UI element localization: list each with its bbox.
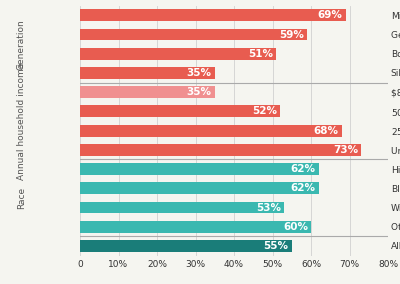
- Bar: [80, 240, 292, 252]
- Bar: [80, 9, 346, 21]
- Text: 51%: 51%: [248, 49, 273, 59]
- Bar: [80, 67, 215, 79]
- Text: 55%: 55%: [264, 241, 289, 251]
- Text: 69%: 69%: [318, 10, 342, 20]
- Text: 73%: 73%: [333, 145, 358, 155]
- Bar: [80, 202, 284, 214]
- Text: 53%: 53%: [256, 202, 281, 212]
- Text: 52%: 52%: [252, 106, 277, 116]
- Bar: [80, 48, 276, 60]
- Text: 68%: 68%: [314, 126, 339, 136]
- Text: 59%: 59%: [279, 30, 304, 39]
- Bar: [80, 182, 319, 194]
- Bar: [80, 221, 311, 233]
- Text: 35%: 35%: [187, 68, 212, 78]
- Bar: [80, 29, 307, 41]
- Text: 62%: 62%: [291, 183, 316, 193]
- Bar: [80, 163, 319, 175]
- Bar: [80, 86, 215, 98]
- Text: 35%: 35%: [187, 87, 212, 97]
- Text: 62%: 62%: [291, 164, 316, 174]
- Text: Annual household income: Annual household income: [17, 62, 26, 180]
- Bar: [80, 105, 280, 117]
- Text: 60%: 60%: [283, 222, 308, 232]
- Text: Generation: Generation: [17, 19, 26, 70]
- Bar: [80, 125, 342, 137]
- Text: Race: Race: [17, 187, 26, 209]
- Bar: [80, 144, 361, 156]
